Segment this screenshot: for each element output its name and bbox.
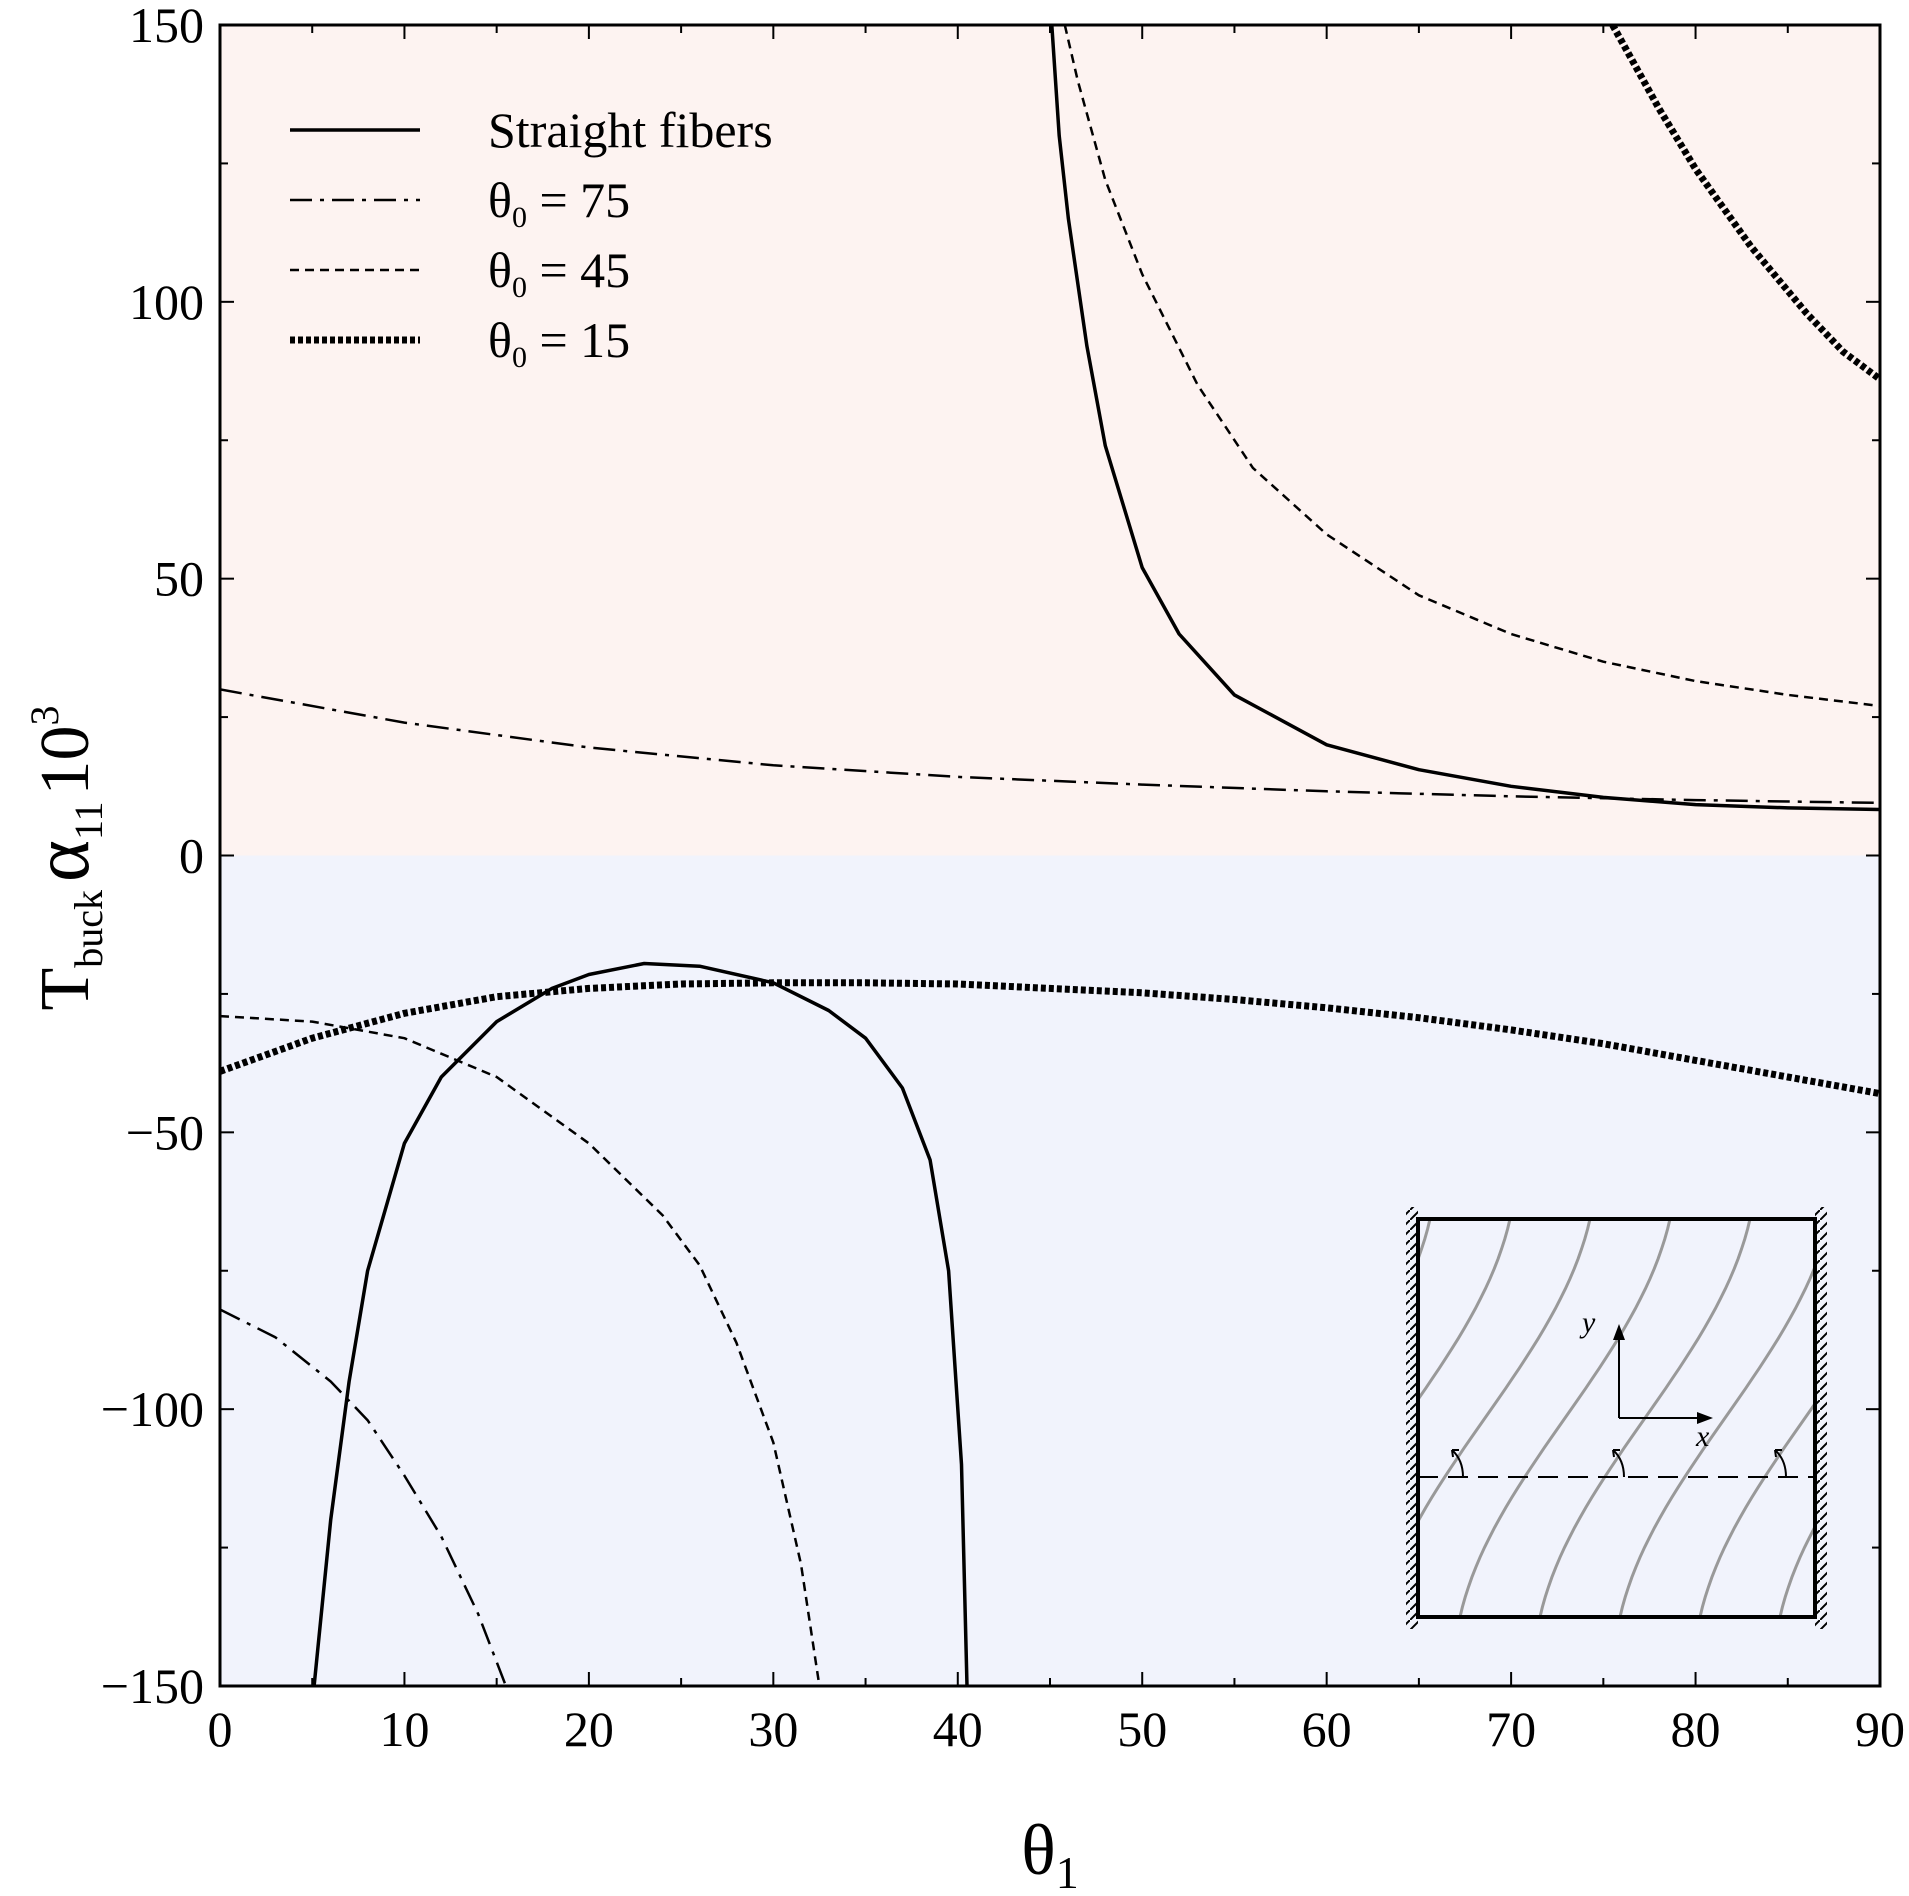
series-3-segment-1 — [220, 979, 1880, 1098]
x-tick-label: 70 — [1486, 1701, 1536, 1757]
inset-fiber — [1698, 1401, 1815, 1617]
inset-y-label: y — [1579, 1306, 1596, 1339]
inset-fiber — [1418, 1219, 1592, 1525]
inset-fiber — [1418, 1219, 1512, 1403]
y-tick-label: 150 — [129, 0, 204, 53]
series-3-segment-0 — [1609, 25, 1880, 383]
legend-label-2: θ0 = 45 — [488, 242, 630, 304]
x-tick-label: 20 — [564, 1701, 614, 1757]
inset-x-label: x — [1695, 1420, 1710, 1453]
series-0-segment-1 — [312, 961, 969, 1686]
x-tick-label: 60 — [1302, 1701, 1352, 1757]
series-1-segment-1 — [220, 1308, 508, 1686]
y-tick-label: 100 — [129, 274, 204, 330]
y-axis-label: Tbuck α11 103 — [18, 706, 111, 1011]
series-1-segment-0 — [220, 688, 1880, 805]
x-tick-label: 10 — [379, 1701, 429, 1757]
inset-left-wall — [1406, 1207, 1418, 1629]
legend-label-0: Straight fibers — [488, 102, 773, 158]
x-tick-label: 50 — [1117, 1701, 1167, 1757]
inset-angle-arrows — [1451, 1449, 1787, 1478]
x-tick-label: 80 — [1671, 1701, 1721, 1757]
x-tick-label: 30 — [748, 1701, 798, 1757]
series-2-segment-1 — [220, 1014, 821, 1686]
y-tick-label: −50 — [126, 1104, 204, 1160]
y-axis-label-sub: buck — [66, 890, 111, 968]
legend-label-1: θ0 = 75 — [488, 172, 630, 234]
inset-right-wall — [1815, 1207, 1827, 1629]
legend: Straight fibers θ0 = 75 θ0 = 45 θ0 = 15 — [290, 102, 773, 374]
inset-schematic: y x — [1406, 1207, 1827, 1629]
x-tick-label: 40 — [933, 1701, 983, 1757]
y-tick-label: −150 — [101, 1658, 204, 1714]
y-axis-label-greek-sub: 11 — [66, 802, 111, 841]
y-axis-label-factor-sup: 3 — [22, 706, 67, 726]
axis-ticks: 0 10 20 30 40 50 60 70 80 90 −150 −100 −50 0 50 100 150 — [101, 0, 1905, 1757]
inset-fiber — [1458, 1219, 1672, 1617]
inset-plate-border — [1416, 1217, 1817, 1619]
y-tick-label: 0 — [179, 828, 204, 884]
x-axis-label: θ1 — [1021, 1810, 1079, 1896]
y-axis-label-greek: α — [18, 840, 106, 882]
y-tick-label: −100 — [101, 1381, 204, 1437]
series-0-segment-0 — [1050, 25, 1880, 812]
x-axis-label-main: θ — [1021, 1810, 1056, 1890]
inset-axes — [1613, 1324, 1713, 1424]
x-tick-label: 0 — [208, 1701, 233, 1757]
plot-series — [220, 25, 1880, 1686]
region-1 — [220, 855, 1880, 1686]
y-axis-label-factor: 10 — [27, 726, 104, 796]
region-0 — [220, 25, 1880, 856]
x-axis-label-sub: 1 — [1056, 1847, 1079, 1896]
background-regions — [220, 25, 1880, 1686]
legend-label-3: θ0 = 15 — [488, 312, 630, 374]
inset-fiber — [1618, 1262, 1815, 1617]
x-tick-label: 90 — [1855, 1701, 1905, 1757]
inset-fiber — [1778, 1523, 1815, 1617]
y-tick-label: 50 — [154, 551, 204, 607]
y-axis-label-main: T — [27, 968, 104, 1011]
